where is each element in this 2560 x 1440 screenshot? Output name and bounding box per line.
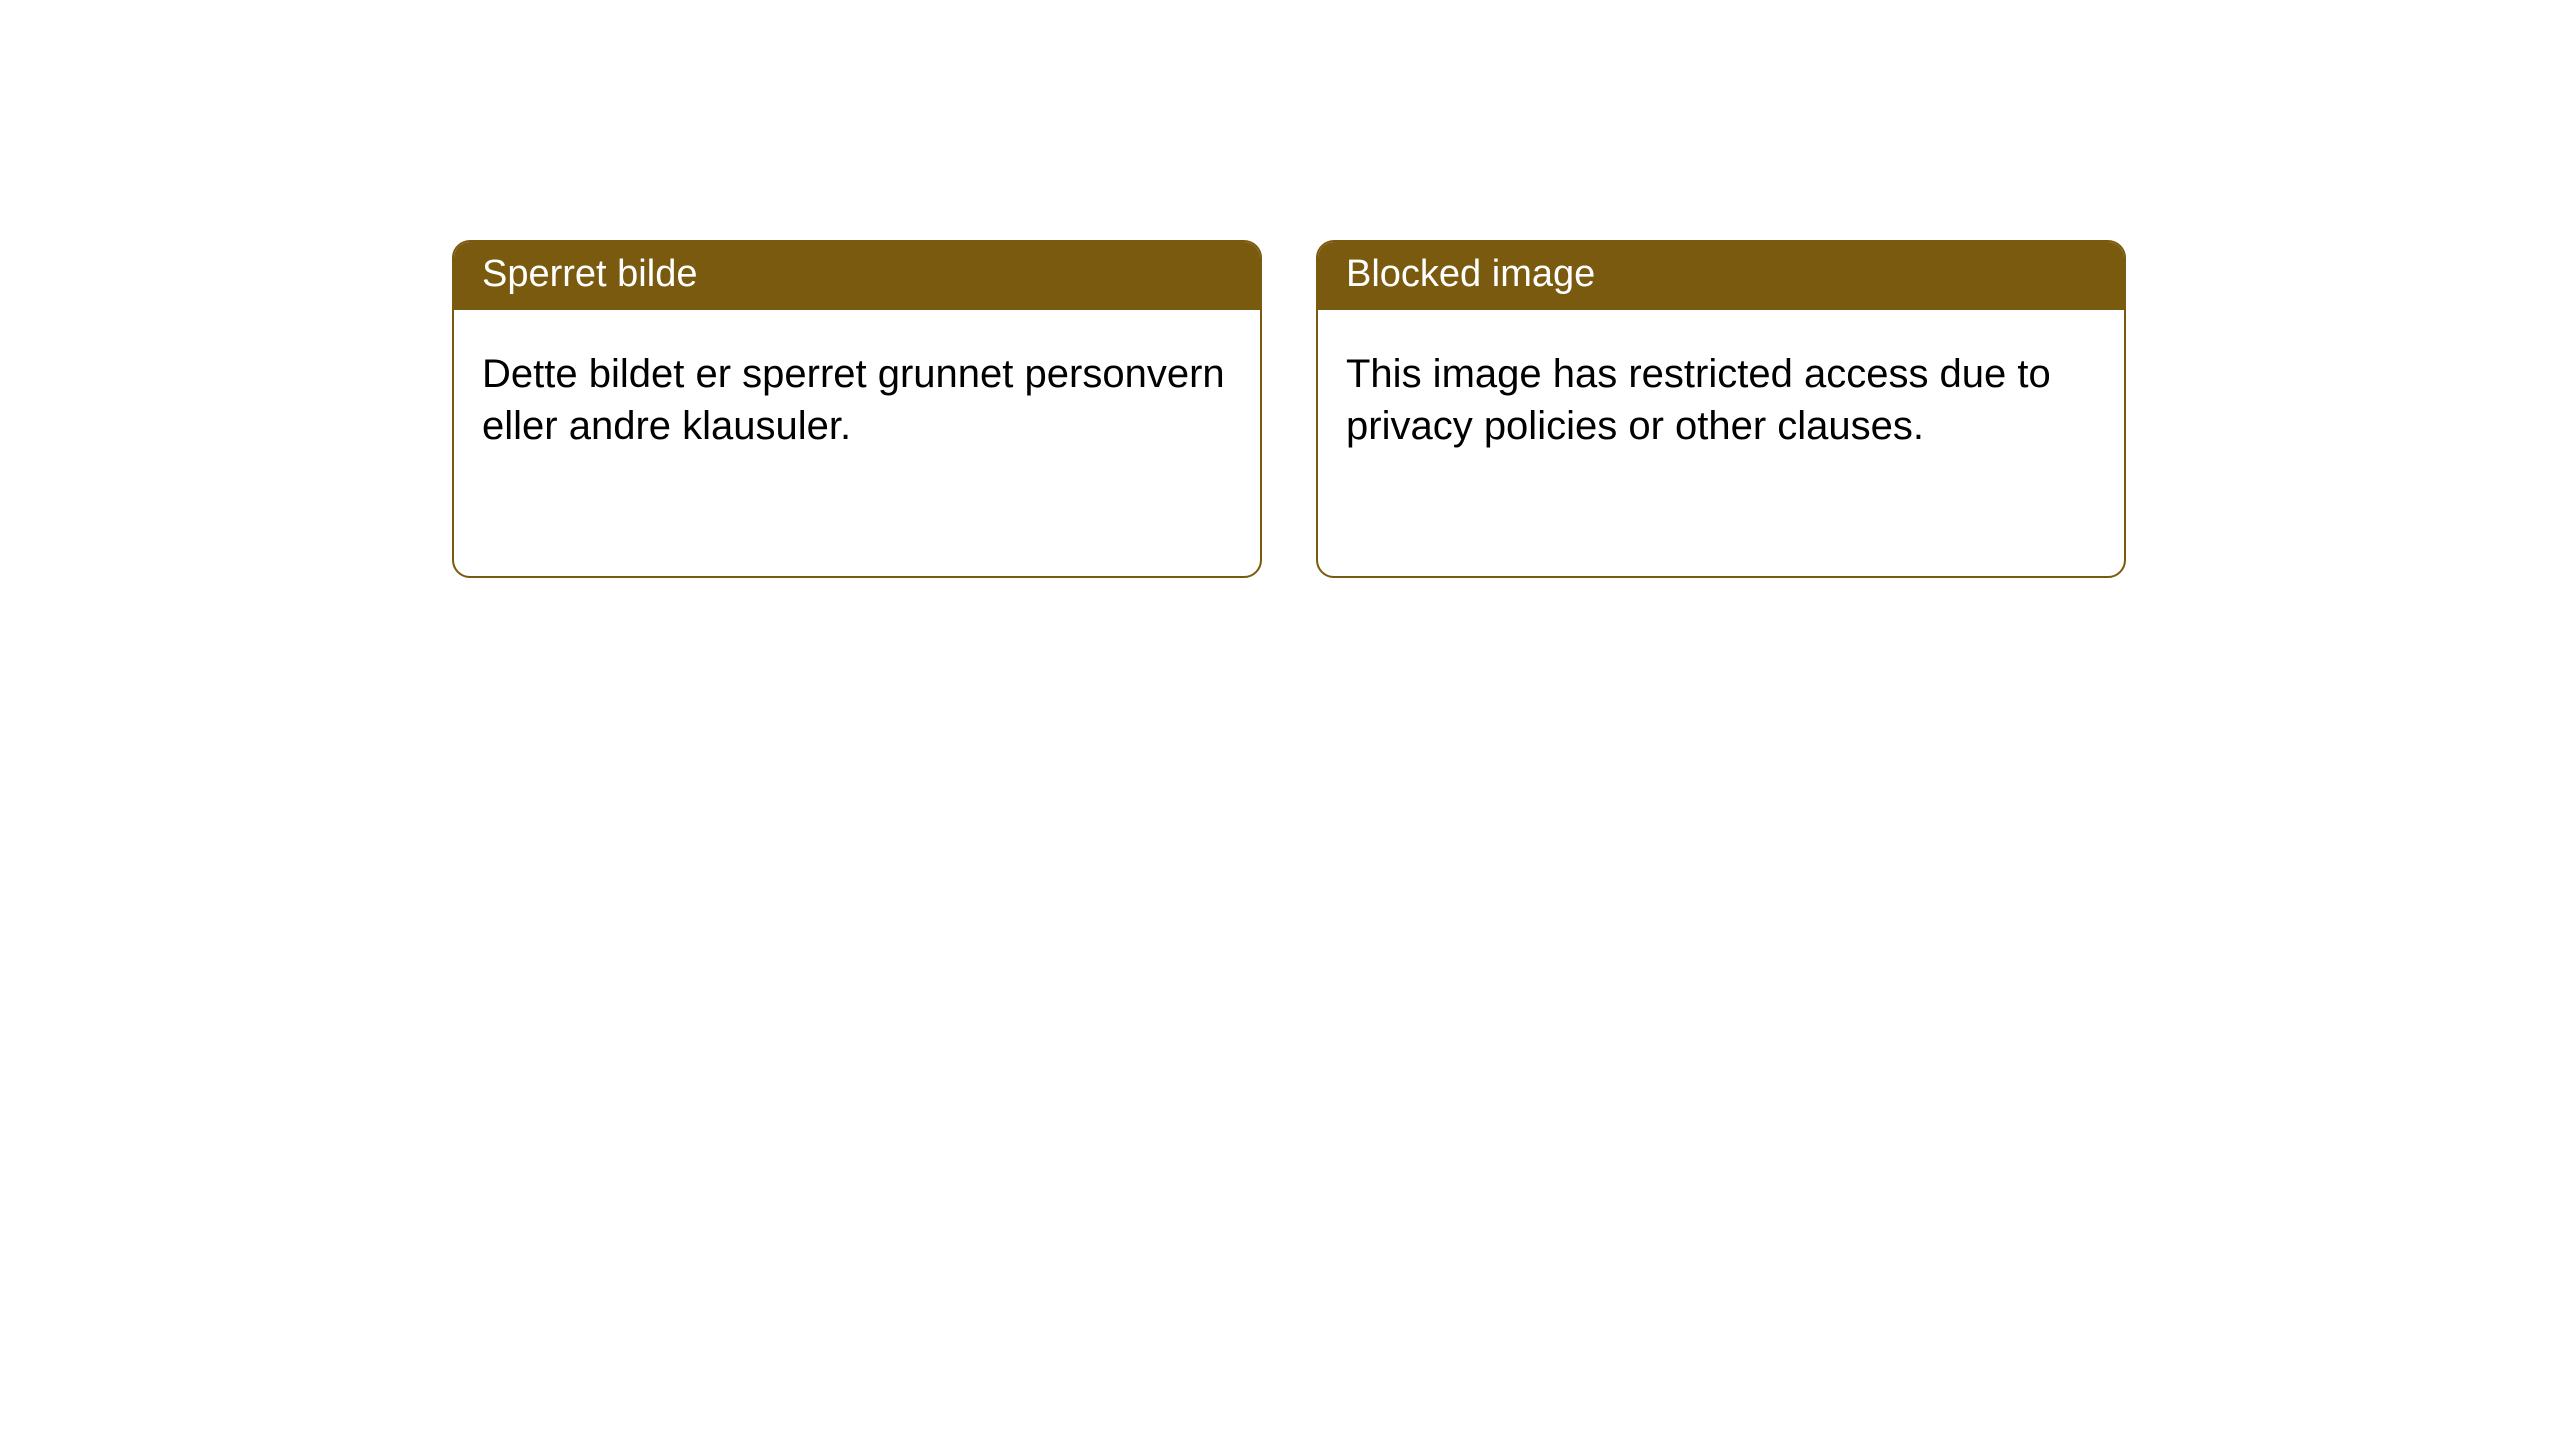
notice-header-english: Blocked image	[1318, 242, 2124, 310]
notice-container: Sperret bilde Dette bildet er sperret gr…	[0, 0, 2560, 578]
notice-body-english: This image has restricted access due to …	[1318, 310, 2124, 482]
notice-header-norwegian: Sperret bilde	[454, 242, 1260, 310]
notice-card-english: Blocked image This image has restricted …	[1316, 240, 2126, 578]
notice-body-norwegian: Dette bildet er sperret grunnet personve…	[454, 310, 1260, 482]
notice-card-norwegian: Sperret bilde Dette bildet er sperret gr…	[452, 240, 1262, 578]
